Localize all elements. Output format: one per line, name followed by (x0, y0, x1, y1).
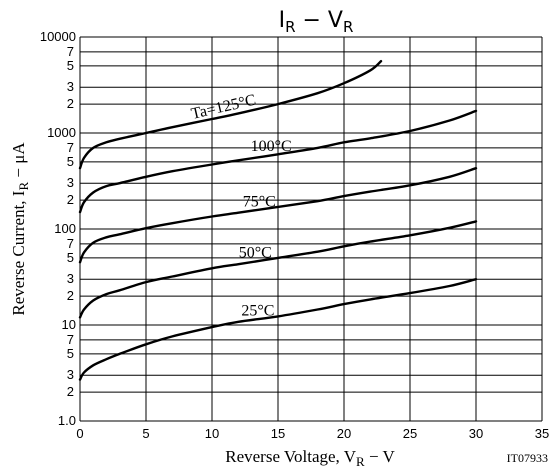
y-axis-label: Reverse Current, IR − μA (9, 142, 31, 316)
x-tick-label: 25 (403, 426, 417, 441)
curve-label-2: 75°C (243, 194, 276, 211)
x-tick-label: 35 (535, 426, 549, 441)
y-axis-label-suffix: − μA (9, 142, 28, 182)
x-tick-label: 20 (337, 426, 351, 441)
x-tick-label: 15 (271, 426, 285, 441)
y-tick-label-major: 1000 (47, 125, 76, 140)
series-line-3 (78, 220, 478, 319)
y-tick-label-major: 1.0 (58, 413, 76, 428)
y-tick-label-minor: 7 (67, 140, 74, 155)
y-tick-label-minor: 7 (67, 44, 74, 59)
chart-title-sub: R (285, 18, 295, 36)
x-axis-label-text: Reverse Voltage, V (225, 447, 357, 466)
curve-labels: Ta=125°C 100°C 75°C 50°C 25°C (190, 92, 292, 320)
x-tick-label: 0 (76, 426, 83, 441)
y-axis-label-sub: R (16, 182, 31, 191)
x-tick-label: 5 (142, 426, 149, 441)
y-tick-label-minor: 3 (67, 175, 74, 190)
curve-label-4: 25°C (241, 302, 274, 319)
y-tick-label-minor: 5 (67, 154, 74, 169)
x-tick-label: 10 (205, 426, 219, 441)
curve-label-1: 100°C (251, 138, 292, 155)
series-line-2 (78, 167, 478, 264)
y-tick-label-minor: 5 (67, 250, 74, 265)
x-tick-label: 30 (469, 426, 483, 441)
y-tick-label-major: 100 (54, 221, 76, 236)
curve-label-3: 50°C (239, 244, 272, 261)
x-axis-label-sub: R (356, 454, 365, 469)
curve-label-0: Ta=125°C (190, 92, 258, 123)
y-tick-label-minor: 7 (67, 236, 74, 251)
y-tick-label-minor: 2 (67, 384, 74, 399)
chart-title-sub2: R (343, 18, 353, 36)
chart-title: IR − VR (279, 8, 354, 36)
series-line-1 (78, 109, 478, 214)
chart-title-main2: V (328, 8, 343, 33)
y-tick-label-minor: 5 (67, 58, 74, 73)
y-tick-label-major: 10000 (40, 29, 76, 44)
y-tick-label-minor: 3 (67, 367, 74, 382)
y-tick-label-minor: 2 (67, 192, 74, 207)
y-tick-label-minor: 3 (67, 271, 74, 286)
figure-code: IT07933 (507, 451, 548, 465)
y-tick-label-minor: 2 (67, 96, 74, 111)
y-tick-label-minor: 5 (67, 346, 74, 361)
y-tick-label-minor: 7 (67, 332, 74, 347)
x-tick-labels: 0 5 10 15 20 25 30 35 (76, 426, 549, 441)
y-axis-label-text: Reverse Current, I (9, 190, 28, 315)
y-tick-label-minor: 2 (67, 288, 74, 303)
curves (78, 60, 478, 381)
grid-lines (79, 36, 543, 422)
y-tick-label-major: 10 (62, 317, 76, 332)
chart-title-main: I (279, 8, 286, 33)
series-line-4 (78, 278, 478, 381)
x-axis-label-suffix: − V (365, 447, 396, 466)
series-line-0 (78, 60, 383, 170)
chart-title-sep: − (296, 8, 328, 33)
y-tick-label-minor: 3 (67, 79, 74, 94)
x-axis-label: Reverse Voltage, VR − V (225, 447, 395, 469)
